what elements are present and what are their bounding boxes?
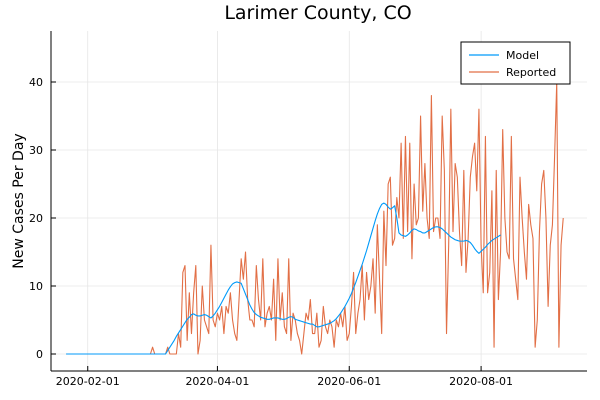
y-tick-label: 0 [36,348,43,361]
legend-box [460,41,571,85]
y-tick-label: 40 [29,76,43,89]
legend: Model Reported [460,41,571,85]
plot-series [66,81,564,355]
x-tick-label: 2020-06-01 [317,375,381,388]
y-axis-label: New Cases Per Day [11,133,27,268]
x-tick-label: 2020-04-01 [185,375,249,388]
y-tick-label: 30 [29,144,43,157]
x-tick-label: 2020-08-01 [449,375,513,388]
chart-title: Larimer County, CO [224,2,411,24]
x-tick-label: 2020-02-01 [56,375,120,388]
legend-label-reported: Reported [506,66,556,79]
y-tick-label: 20 [29,212,43,225]
tick-labels: 2020-02-01 2020-04-01 2020-06-01 2020-08-01… [29,76,513,388]
y-tick-label: 10 [29,280,43,293]
series-line-model [66,202,501,355]
legend-label-model: Model [506,49,539,62]
axes [50,31,587,372]
